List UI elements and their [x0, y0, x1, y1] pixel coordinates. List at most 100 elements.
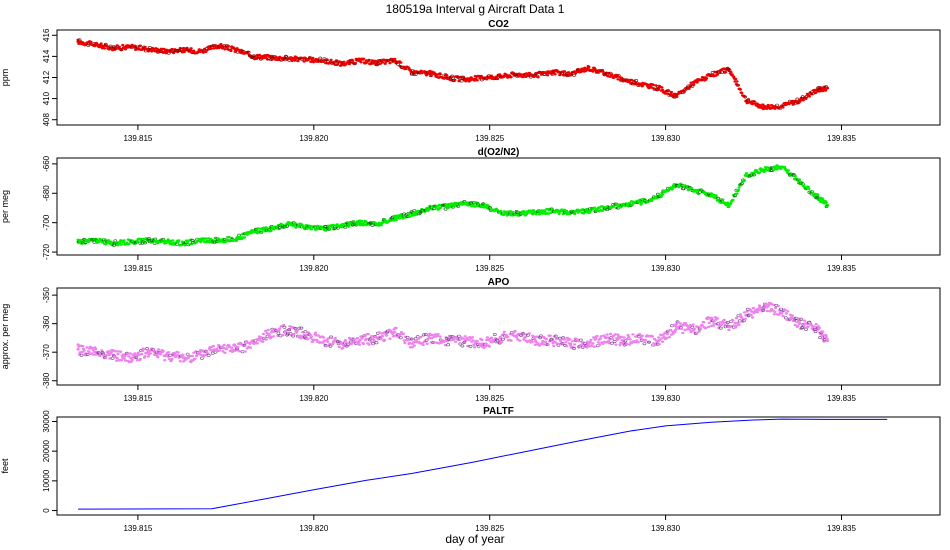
scatter-point [793, 323, 797, 327]
panel-d-o2-n2: d(O2/N2) per meg 139.815 139.820 139.825 139.… [0, 147, 941, 273]
scatter-point [813, 330, 818, 334]
scatter-point [795, 97, 800, 101]
scatter-point [284, 331, 288, 334]
scatter-point [592, 206, 596, 209]
scatter-point [377, 331, 381, 334]
scatter-point [737, 319, 742, 323]
scatter-point [750, 310, 754, 313]
scatter-point [445, 74, 449, 77]
scatter-point [302, 60, 306, 63]
scatter-point [375, 336, 379, 339]
scatter-point [115, 357, 119, 360]
scatter-point [687, 326, 691, 329]
scatter-point [412, 344, 416, 347]
scatter-point [521, 212, 525, 215]
scatter-point [718, 326, 723, 330]
scatter-point [157, 348, 161, 351]
x-tick-label: 139.825 [475, 134, 504, 143]
scatter-point [85, 346, 89, 349]
scatter-point [107, 350, 111, 353]
x-tick-label: 139.830 [651, 264, 680, 273]
scatter-point [800, 325, 805, 329]
y-tick-label: -370 [42, 344, 51, 361]
scatter-cloud [76, 38, 829, 111]
scatter-point [640, 85, 644, 88]
scatter-point [725, 321, 730, 325]
scatter-point [734, 77, 738, 81]
scatter-point [457, 79, 461, 83]
scatter-point [138, 357, 142, 361]
scatter-point [167, 351, 171, 354]
scatter-point [794, 319, 799, 323]
scatter-point [757, 308, 761, 312]
scatter-point [425, 342, 429, 345]
scatter-point [130, 358, 134, 361]
scatter-point [786, 169, 791, 172]
scatter-point [681, 331, 685, 335]
scatter-point [595, 334, 599, 338]
scatter-point [414, 339, 418, 342]
scatter-point [641, 200, 645, 203]
plot-frame [56, 416, 941, 516]
scatter-point [388, 337, 392, 340]
scatter-point [104, 243, 108, 246]
scatter-point [504, 333, 508, 337]
scatter-point [446, 343, 451, 347]
scatter-point [654, 339, 659, 342]
scatter-point [328, 342, 332, 346]
scatter-point [246, 50, 251, 54]
scatter-point [638, 332, 642, 336]
scatter-point [168, 353, 173, 357]
scatter-point [131, 239, 135, 242]
scatter-point [297, 225, 301, 228]
y-axis-label: per meg [0, 190, 10, 223]
scatter-point [156, 241, 160, 245]
scatter-point [532, 335, 536, 338]
scatter-point [403, 335, 408, 338]
scatter-point [223, 48, 227, 51]
scatter-point [675, 95, 679, 99]
scatter-point [797, 178, 801, 181]
scatter-point [409, 337, 414, 341]
scatter-point [328, 344, 333, 348]
scatter-point [606, 336, 610, 339]
scatter-point [365, 61, 369, 64]
scatter-point [399, 61, 403, 64]
scatter-point [781, 106, 785, 109]
scatter-point [322, 339, 326, 343]
scatter-point [171, 239, 175, 242]
scatter-point [282, 323, 286, 327]
scatter-point [134, 355, 139, 359]
scatter-point [122, 239, 126, 242]
scatter-point [193, 357, 197, 360]
panel-co2: CO2 ppm 139.815 139.820 139.825 139.830 139.83… [0, 19, 941, 143]
scatter-point [614, 343, 618, 346]
scatter-point [81, 345, 85, 348]
scatter-point [223, 351, 227, 354]
scatter-point [737, 323, 741, 326]
scatter-point [423, 332, 428, 336]
scatter-point [138, 44, 142, 47]
scatter-point [391, 332, 395, 336]
scatter-point [824, 334, 828, 338]
scatter-point [454, 340, 458, 343]
plot-frame [56, 287, 941, 386]
scatter-point [644, 338, 648, 342]
scatter-point [143, 355, 147, 358]
scatter-point [821, 330, 825, 333]
scatter-point [768, 310, 772, 313]
scatter-point [812, 325, 816, 328]
data-points [76, 165, 830, 245]
scatter-point [445, 340, 450, 343]
scatter-point [367, 343, 371, 346]
scatter-point [104, 356, 108, 360]
scatter-point [328, 227, 332, 231]
scatter-point [558, 73, 562, 77]
scatter-point [108, 44, 113, 48]
scatter-point [251, 339, 255, 342]
scatter-point [536, 342, 540, 345]
scatter-point [485, 78, 489, 81]
x-tick-label: 139.815 [123, 134, 152, 143]
scatter-point [436, 333, 440, 336]
scatter-cloud [76, 164, 829, 247]
